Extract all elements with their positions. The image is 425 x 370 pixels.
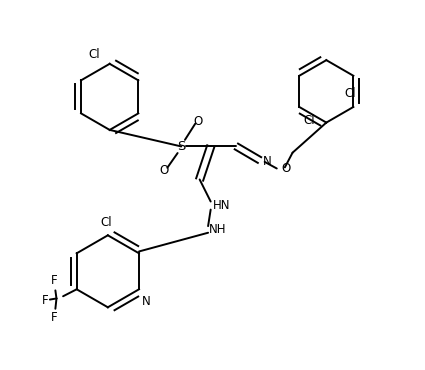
Text: Cl: Cl [345,87,356,100]
Text: F: F [51,311,58,324]
Text: Cl: Cl [100,216,112,229]
Text: HN: HN [212,199,230,212]
Text: O: O [281,162,291,175]
Text: Cl: Cl [88,48,100,61]
Text: NH: NH [209,223,227,236]
Text: Cl: Cl [303,114,314,127]
Text: F: F [42,294,48,307]
Text: N: N [142,295,151,308]
Text: O: O [159,164,168,177]
Text: F: F [51,275,58,287]
Text: O: O [193,115,203,128]
Text: N: N [263,155,271,168]
Text: S: S [177,140,185,153]
